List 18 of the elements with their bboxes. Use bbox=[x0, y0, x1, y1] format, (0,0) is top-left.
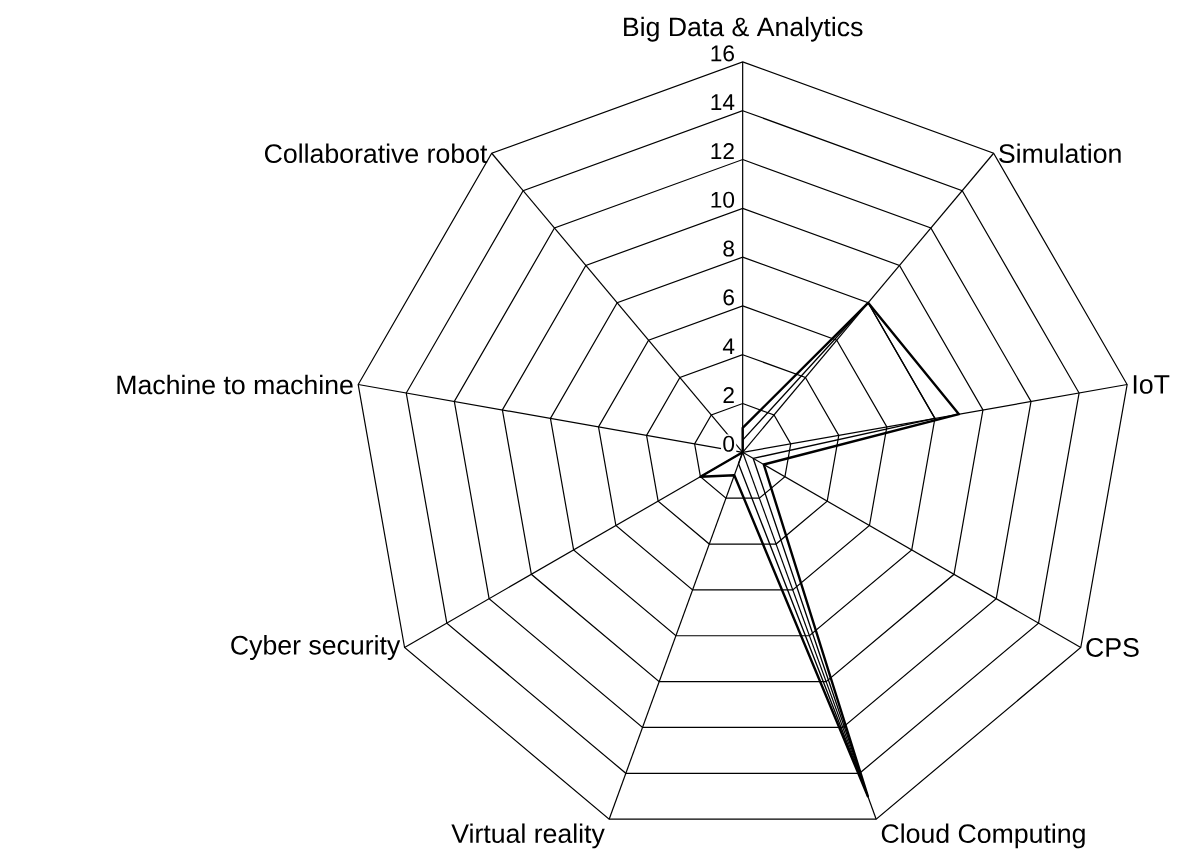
spoke-label: Cyber security bbox=[231, 635, 401, 660]
y-tick-label: 10 bbox=[711, 191, 735, 208]
y-tick-label: 12 bbox=[711, 143, 734, 159]
y-tick-label: 4 bbox=[722, 338, 735, 354]
spoke-label: Collaborative robot bbox=[264, 143, 488, 164]
spoke-label: Machine to machine bbox=[117, 374, 353, 395]
y-tick-label: 16 bbox=[711, 45, 734, 62]
y-tick-label: 2 bbox=[723, 387, 734, 403]
spoke-label: CPS bbox=[1086, 638, 1139, 657]
spoke-label: IoT bbox=[1133, 375, 1170, 394]
spoke-label: Cloud Computing bbox=[881, 823, 1085, 849]
spoke-label: Virtual reality bbox=[451, 823, 605, 849]
y-tick-label: 14 bbox=[711, 94, 735, 110]
y-tick-label: 0 bbox=[723, 435, 735, 452]
spoke-label: Simulation bbox=[999, 143, 1121, 164]
spoke-label: Big Data & Analytics bbox=[624, 16, 863, 42]
y-tick-label: 6 bbox=[723, 289, 734, 306]
y-tick-label: 8 bbox=[723, 240, 734, 257]
